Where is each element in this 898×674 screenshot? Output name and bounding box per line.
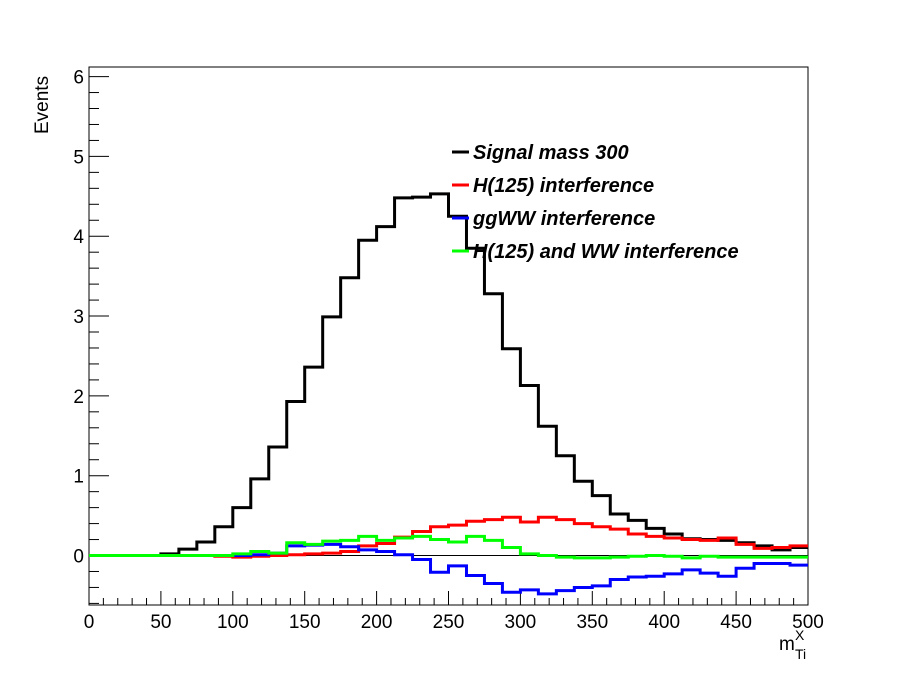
x-tick-label: 450 <box>720 612 752 633</box>
x-tick-label: 50 <box>150 612 171 633</box>
series-group <box>89 192 808 596</box>
x-axis-title-sub: Ti <box>795 646 806 662</box>
x-axis-title-sup: X <box>795 627 805 643</box>
series-line-2 <box>89 542 808 596</box>
x-tick-label: 250 <box>433 612 465 633</box>
y-axis-title: Events <box>32 76 53 134</box>
x-tick-label: 500 <box>792 612 824 633</box>
y-tick-label: 6 <box>73 68 84 89</box>
y-tick-labels: 0 1 2 3 4 5 6 <box>73 68 84 568</box>
legend-label-signal: Signal mass 300 <box>473 142 629 164</box>
series-line-1 <box>89 515 808 559</box>
y-tick-label: 1 <box>73 467 84 488</box>
x-tick-label: 400 <box>648 612 680 633</box>
x-tick-labels: 0 50 100 150 200 250 300 350 400 450 500 <box>84 612 824 633</box>
x-tick-label: 100 <box>217 612 249 633</box>
axis-ticks <box>88 76 809 605</box>
legend-label-h125-ww: H(125) and WW interference <box>473 241 739 263</box>
legend: Signal mass 300 H(125) interference ggWW… <box>452 142 739 263</box>
x-tick-label: 350 <box>576 612 608 633</box>
x-tick-label: 300 <box>505 612 537 633</box>
x-axis-title: m X Ti <box>779 627 806 662</box>
y-tick-label: 5 <box>73 147 84 168</box>
x-axis-title-main: m <box>779 634 795 655</box>
y-tick-label: 2 <box>73 387 84 408</box>
y-tick-label: 3 <box>73 307 84 328</box>
y-tick-label: 4 <box>73 227 84 248</box>
x-tick-label: 150 <box>289 612 321 633</box>
legend-label-h125: H(125) interference <box>473 175 654 197</box>
x-tick-label: 200 <box>361 612 393 633</box>
y-tick-label: 0 <box>73 547 84 568</box>
legend-label-ggww: ggWW interference <box>472 208 655 230</box>
series-line-3 <box>89 534 808 560</box>
x-tick-label: 0 <box>84 612 95 633</box>
